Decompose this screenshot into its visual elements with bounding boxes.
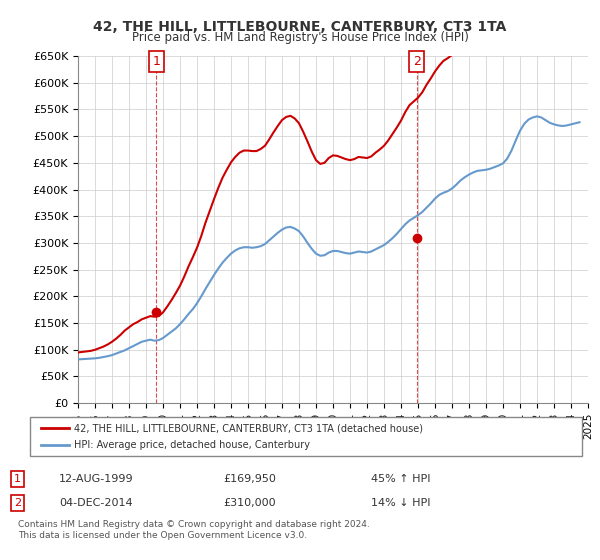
Text: 12-AUG-1999: 12-AUG-1999 [59, 474, 134, 484]
FancyBboxPatch shape [30, 417, 582, 456]
Text: Contains HM Land Registry data © Crown copyright and database right 2024.
This d: Contains HM Land Registry data © Crown c… [18, 520, 370, 540]
Text: 04-DEC-2014: 04-DEC-2014 [59, 498, 133, 508]
Text: £169,950: £169,950 [224, 474, 277, 484]
Text: 45% ↑ HPI: 45% ↑ HPI [371, 474, 430, 484]
Text: 2: 2 [14, 498, 22, 508]
Text: 42, THE HILL, LITTLEBOURNE, CANTERBURY, CT3 1TA (detached house): 42, THE HILL, LITTLEBOURNE, CANTERBURY, … [74, 423, 423, 433]
Text: £310,000: £310,000 [224, 498, 276, 508]
Text: Price paid vs. HM Land Registry's House Price Index (HPI): Price paid vs. HM Land Registry's House … [131, 31, 469, 44]
Text: 42, THE HILL, LITTLEBOURNE, CANTERBURY, CT3 1TA: 42, THE HILL, LITTLEBOURNE, CANTERBURY, … [94, 20, 506, 34]
Text: HPI: Average price, detached house, Canterbury: HPI: Average price, detached house, Cant… [74, 440, 310, 450]
Text: 14% ↓ HPI: 14% ↓ HPI [371, 498, 430, 508]
Text: 1: 1 [14, 474, 21, 484]
Text: 2: 2 [413, 55, 421, 68]
Text: 1: 1 [152, 55, 160, 68]
